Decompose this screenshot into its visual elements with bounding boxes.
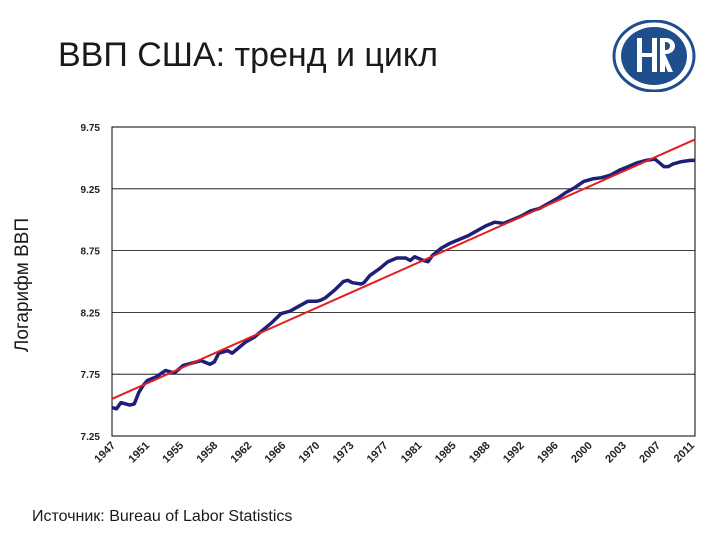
- plot-frame: [111, 126, 696, 437]
- x-tick-label: 1973: [331, 440, 357, 466]
- gdp-series-line: [111, 157, 695, 411]
- x-tick-label: 1958: [194, 440, 220, 466]
- y-tick-label: 8.75: [81, 247, 101, 258]
- x-tick-label: 1977: [365, 440, 391, 466]
- y-tick-label: 9.25: [81, 185, 101, 196]
- y-tick-labels: 7.25 7.75 8.25 8.75 9.25 9.75: [81, 123, 101, 443]
- x-tick-label: 1962: [229, 440, 255, 466]
- y-tick-label: 8.25: [81, 308, 101, 319]
- trend-line: [111, 138, 696, 400]
- x-tick-label: 1947: [92, 440, 118, 466]
- y-tick-label: 9.75: [81, 123, 101, 134]
- grid-lines: [112, 126, 695, 437]
- x-tick-label: 2011: [672, 440, 697, 465]
- x-tick-label: 1992: [501, 440, 527, 466]
- x-tick-label: 1981: [399, 440, 425, 466]
- x-tick-label: 2007: [637, 440, 663, 466]
- y-tick-label: 7.25: [81, 432, 101, 443]
- x-tick-label: 1996: [535, 440, 561, 466]
- hse-logo-icon: [612, 20, 696, 92]
- logo-emblem: [637, 38, 675, 72]
- x-tick-label: 1988: [467, 440, 493, 466]
- x-tick-label: 1951: [126, 440, 152, 466]
- x-tick-label: 2003: [603, 440, 629, 466]
- x-tick-label: 1955: [160, 440, 186, 466]
- x-tick-label: 1966: [263, 440, 289, 466]
- slide-title: ВВП США: тренд и цикл: [58, 36, 438, 74]
- source-note: Источник: Bureau of Labor Statistics: [32, 508, 293, 525]
- x-tick-label: 1970: [297, 440, 323, 466]
- x-tick-label: 1985: [433, 440, 459, 466]
- x-tick-labels: 1947 1951 1955 1958 1962 1966 1970 1973 1977 1981…: [92, 440, 697, 466]
- y-tick-label: 7.75: [81, 370, 101, 381]
- series-lines: [111, 138, 696, 411]
- x-tick-label: 2000: [569, 440, 595, 466]
